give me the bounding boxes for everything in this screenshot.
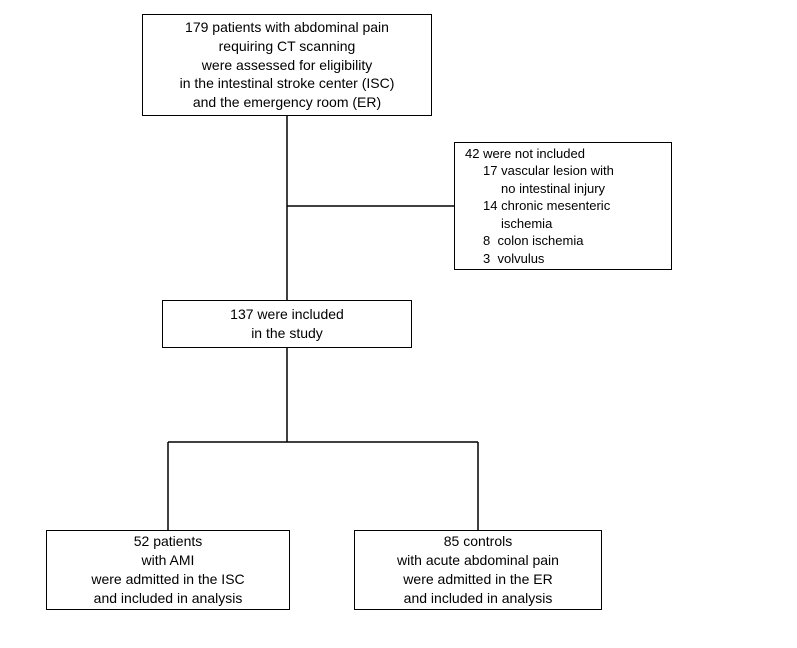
excluded-item-cont: no intestinal injury [465,180,605,198]
excluded-item: 17 vascular lesion with [465,162,614,180]
text-line: were admitted in the ER [403,570,552,589]
excluded-item-cont: ischemia [465,215,552,233]
text-line: with AMI [142,551,195,570]
excluded-title: 42 were not included [465,145,585,163]
text-line: were admitted in the ISC [91,570,244,589]
text-line: 52 patients [134,532,203,551]
node-controls-er: 85 controls with acute abdominal pain we… [354,530,602,610]
node-ami-isc: 52 patients with AMI were admitted in th… [46,530,290,610]
excluded-item: 8 colon ischemia [465,232,583,250]
node-eligibility: 179 patients with abdominal pain requiri… [142,14,432,116]
text-line: and included in analysis [404,589,553,608]
excluded-item: 3 volvulus [465,250,544,268]
text-line: 137 were included [230,305,344,324]
text-line: were assessed for eligibility [202,56,372,75]
text-line: with acute abdominal pain [397,551,559,570]
node-included: 137 were included in the study [162,300,412,348]
text-line: 179 patients with abdominal pain [185,18,389,37]
text-line: in the study [251,324,323,343]
excluded-item: 14 chronic mesenteric [465,197,610,215]
node-excluded: 42 were not included 17 vascular lesion … [454,142,672,270]
text-line: in the intestinal stroke center (ISC) [180,74,395,93]
text-line: and included in analysis [94,589,243,608]
text-line: 85 controls [444,532,512,551]
text-line: and the emergency room (ER) [193,93,381,112]
text-line: requiring CT scanning [219,37,356,56]
